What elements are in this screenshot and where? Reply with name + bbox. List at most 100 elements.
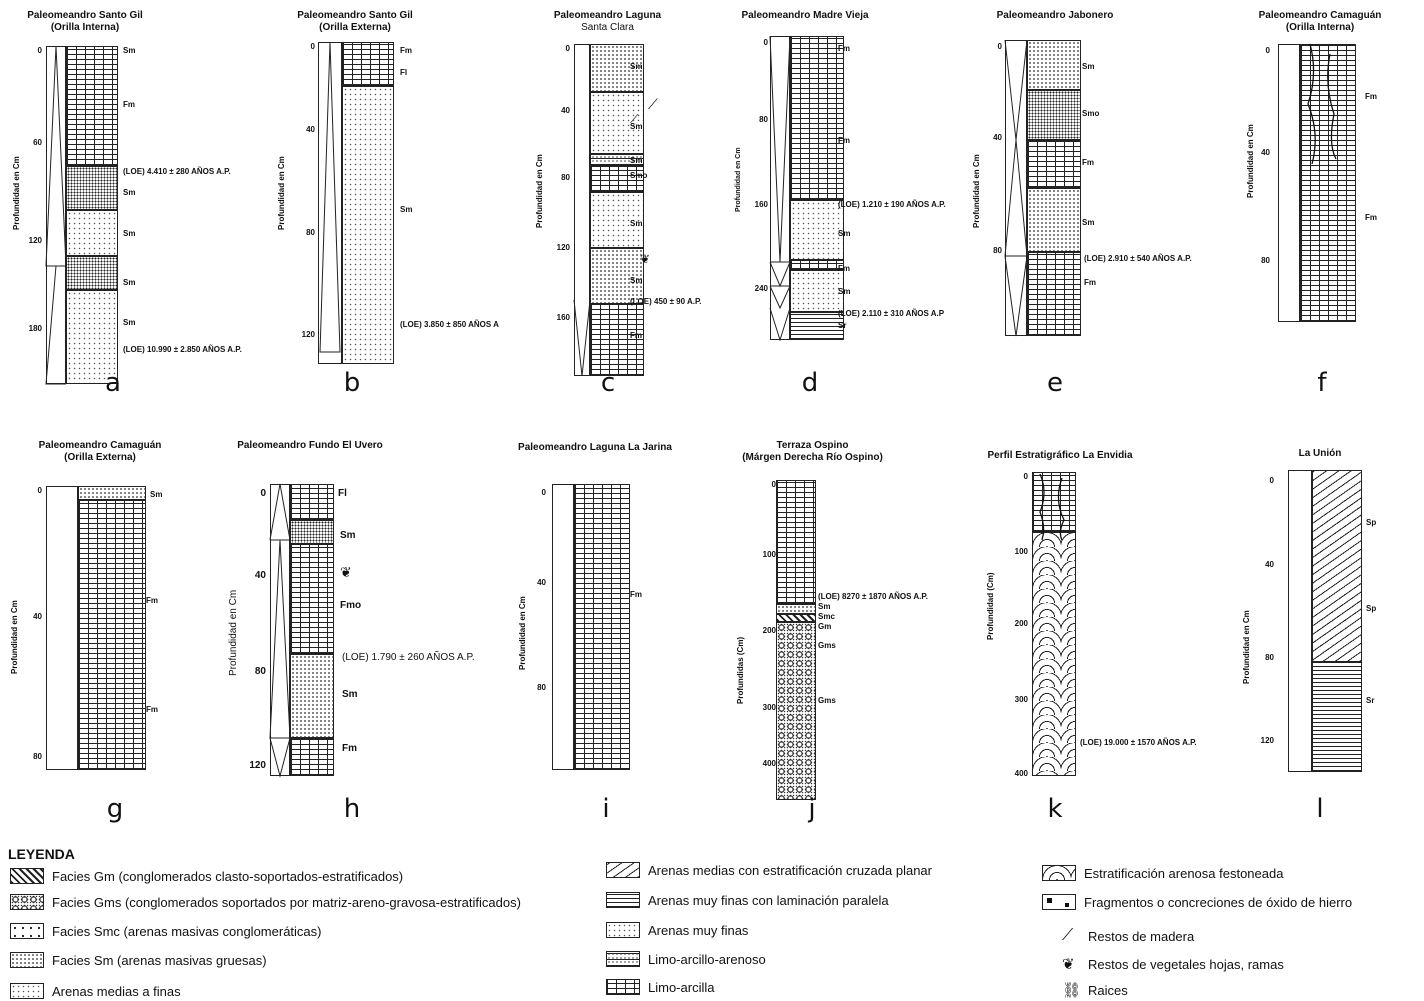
stratum-fm (574, 484, 630, 770)
stratum-sm (590, 92, 644, 154)
facies-label: Sm (630, 276, 643, 285)
fining-triangle (1004, 39, 1028, 337)
y-axis-label: Profundidad en Cm (277, 156, 286, 230)
date-label: (LOE) 10.990 ± 2.850 AÑOS A.P. (123, 345, 242, 354)
legend-item-roots: ⛓ Raices (1062, 982, 1128, 999)
tick: 0 (771, 480, 776, 489)
panel-title: Perfil Estratigráfico La Envidia (987, 450, 1133, 461)
date-label: (LOE) 4.410 ± 280 AÑOS A.P. (123, 167, 231, 176)
tick: 160 (754, 200, 768, 209)
panel-title: Paleomeandro Camaguán (Orilla Externa) (38, 440, 162, 463)
tick: 0 (260, 488, 266, 499)
festooned-swatch-icon (1042, 865, 1076, 881)
stratum-smc (776, 614, 816, 622)
tick: 80 (993, 246, 1002, 255)
tick: 0 (1265, 46, 1270, 55)
tick: 0 (997, 42, 1002, 51)
stratum-sm (290, 654, 334, 738)
facies-label: Sm (1082, 62, 1095, 71)
tick: 40 (254, 570, 266, 581)
stratum-sp (1312, 470, 1362, 662)
wood-remains-icon: ⟋ (648, 96, 658, 112)
tick: 40 (993, 133, 1002, 142)
panel-title: Paleomeandro Laguna La Jarina (518, 442, 672, 453)
tick: 80 (306, 228, 315, 237)
y-axis-label: Profundidad en Cm (972, 154, 981, 228)
plant-remains-icon: ❦ (1062, 956, 1075, 973)
sm-swatch-icon (10, 952, 44, 968)
gm-swatch-icon (10, 868, 44, 884)
panel-g: Paleomeandro Camaguán (Orilla Externa) Pr… (0, 430, 220, 830)
stratum-sm (1027, 188, 1081, 252)
legend-item-smc: Facies Smc (arenas masivas conglomerátic… (10, 923, 321, 939)
panel-letter: g (106, 794, 124, 824)
facies-label: Sm (630, 62, 643, 71)
stratum-smo (590, 166, 644, 192)
y-axis-label: Profundidad en Cm (228, 589, 239, 676)
panel-i: Paleomeandro Laguna La Jarina Profundida… (500, 430, 720, 830)
legend-item-muy-finas: Arenas muy finas (606, 922, 748, 938)
panel-f: Paleomeandro Camaguán (Orilla Interna) Pr… (1220, 0, 1420, 400)
facies-label: Smo (630, 171, 648, 180)
facies-label: Sm (123, 229, 136, 238)
stratum-fm (1027, 140, 1081, 188)
facies-label: Fm (400, 46, 412, 55)
stratum-sm (290, 520, 334, 544)
facies-label: Fm (123, 100, 135, 109)
legend-item-gm: Facies Gm (conglomerados clasto-soportad… (10, 868, 403, 884)
stratum-fm (1032, 472, 1076, 532)
tick: 400 (762, 759, 776, 768)
wood-remains-icon: ⟋ (1062, 927, 1074, 944)
stratum-sm (66, 256, 118, 290)
tick: 120 (556, 243, 570, 252)
stratum-sm (790, 270, 844, 312)
stratum-fl (290, 484, 334, 520)
tick: 40 (537, 578, 546, 587)
facies-label: Fl (338, 488, 347, 499)
tick: 0 (1023, 472, 1028, 481)
fining-triangle (769, 35, 791, 342)
root-traces (1039, 473, 1065, 541)
panel-e: Paleomeandro Jabonero Profundidad en Cm … (960, 0, 1200, 400)
legend-item-fest: Estratificación arenosa festoneada (1042, 865, 1283, 881)
facies-label: Fm (630, 590, 642, 599)
parallel-lamination-swatch-icon (606, 892, 640, 908)
date-label: (LOE) 450 ± 90 A.P. (630, 297, 702, 306)
facies-label: Sm (818, 602, 831, 611)
tick: 120 (249, 760, 266, 771)
date-label: (LOE) 3.850 ± 850 AÑOS A (400, 320, 499, 329)
y-axis-label: Profundidad (Cm) (986, 572, 995, 640)
tick: 80 (561, 173, 570, 182)
stratum-fm (790, 36, 844, 200)
legend-item-plant: ❦ Restos de vegetales hojas, ramas (1062, 956, 1284, 973)
legend-item-cross: Arenas medias con estratificación cruzad… (606, 862, 932, 878)
tick: 80 (759, 115, 768, 124)
tick: 80 (254, 666, 266, 677)
tick: 80 (1265, 653, 1274, 662)
panel-a: Paleomeandro Santo Gil (Orilla Interna) P… (0, 0, 260, 400)
y-axis-label: Profundidad en Cm (535, 154, 544, 228)
panel-title: Paleomeandro Laguna Santa Clara (553, 10, 662, 33)
panel-letter: f (1317, 368, 1327, 398)
stratum-fm (342, 42, 394, 86)
facies-label: Smc (818, 612, 835, 621)
facies-label: Gm (818, 622, 832, 631)
legend-item-iron: Fragmentos o concreciones de óxido de hi… (1042, 894, 1352, 910)
tick: 0 (37, 46, 42, 55)
panel-j: Terraza Ospino (Márgen Derecha Río Ospino… (720, 430, 960, 830)
panel-letter: j (808, 794, 816, 824)
panel-title: Paleomeandro Fundo El Uvero (237, 440, 383, 451)
tick: 300 (762, 703, 776, 712)
facies-label: Sm (630, 219, 643, 228)
facies-label: Sr (1366, 696, 1375, 705)
y-axis-label: Profundidad en Cm (518, 596, 527, 670)
y-axis-label: Profundidad en Cm (12, 156, 21, 230)
tick: 0 (1269, 476, 1274, 485)
panel-title: Terraza Ospino (Márgen Derecha Río Ospino… (742, 440, 883, 463)
depth-bar (46, 486, 78, 770)
tick: 0 (541, 488, 546, 497)
tick: 0 (763, 38, 768, 47)
date-label: (LOE) 1.210 ± 190 AÑOS A.P. (838, 200, 946, 209)
tick: 200 (1014, 619, 1028, 628)
panel-b: Paleomeandro Santo Gil (Orilla Externa) P… (255, 0, 515, 400)
